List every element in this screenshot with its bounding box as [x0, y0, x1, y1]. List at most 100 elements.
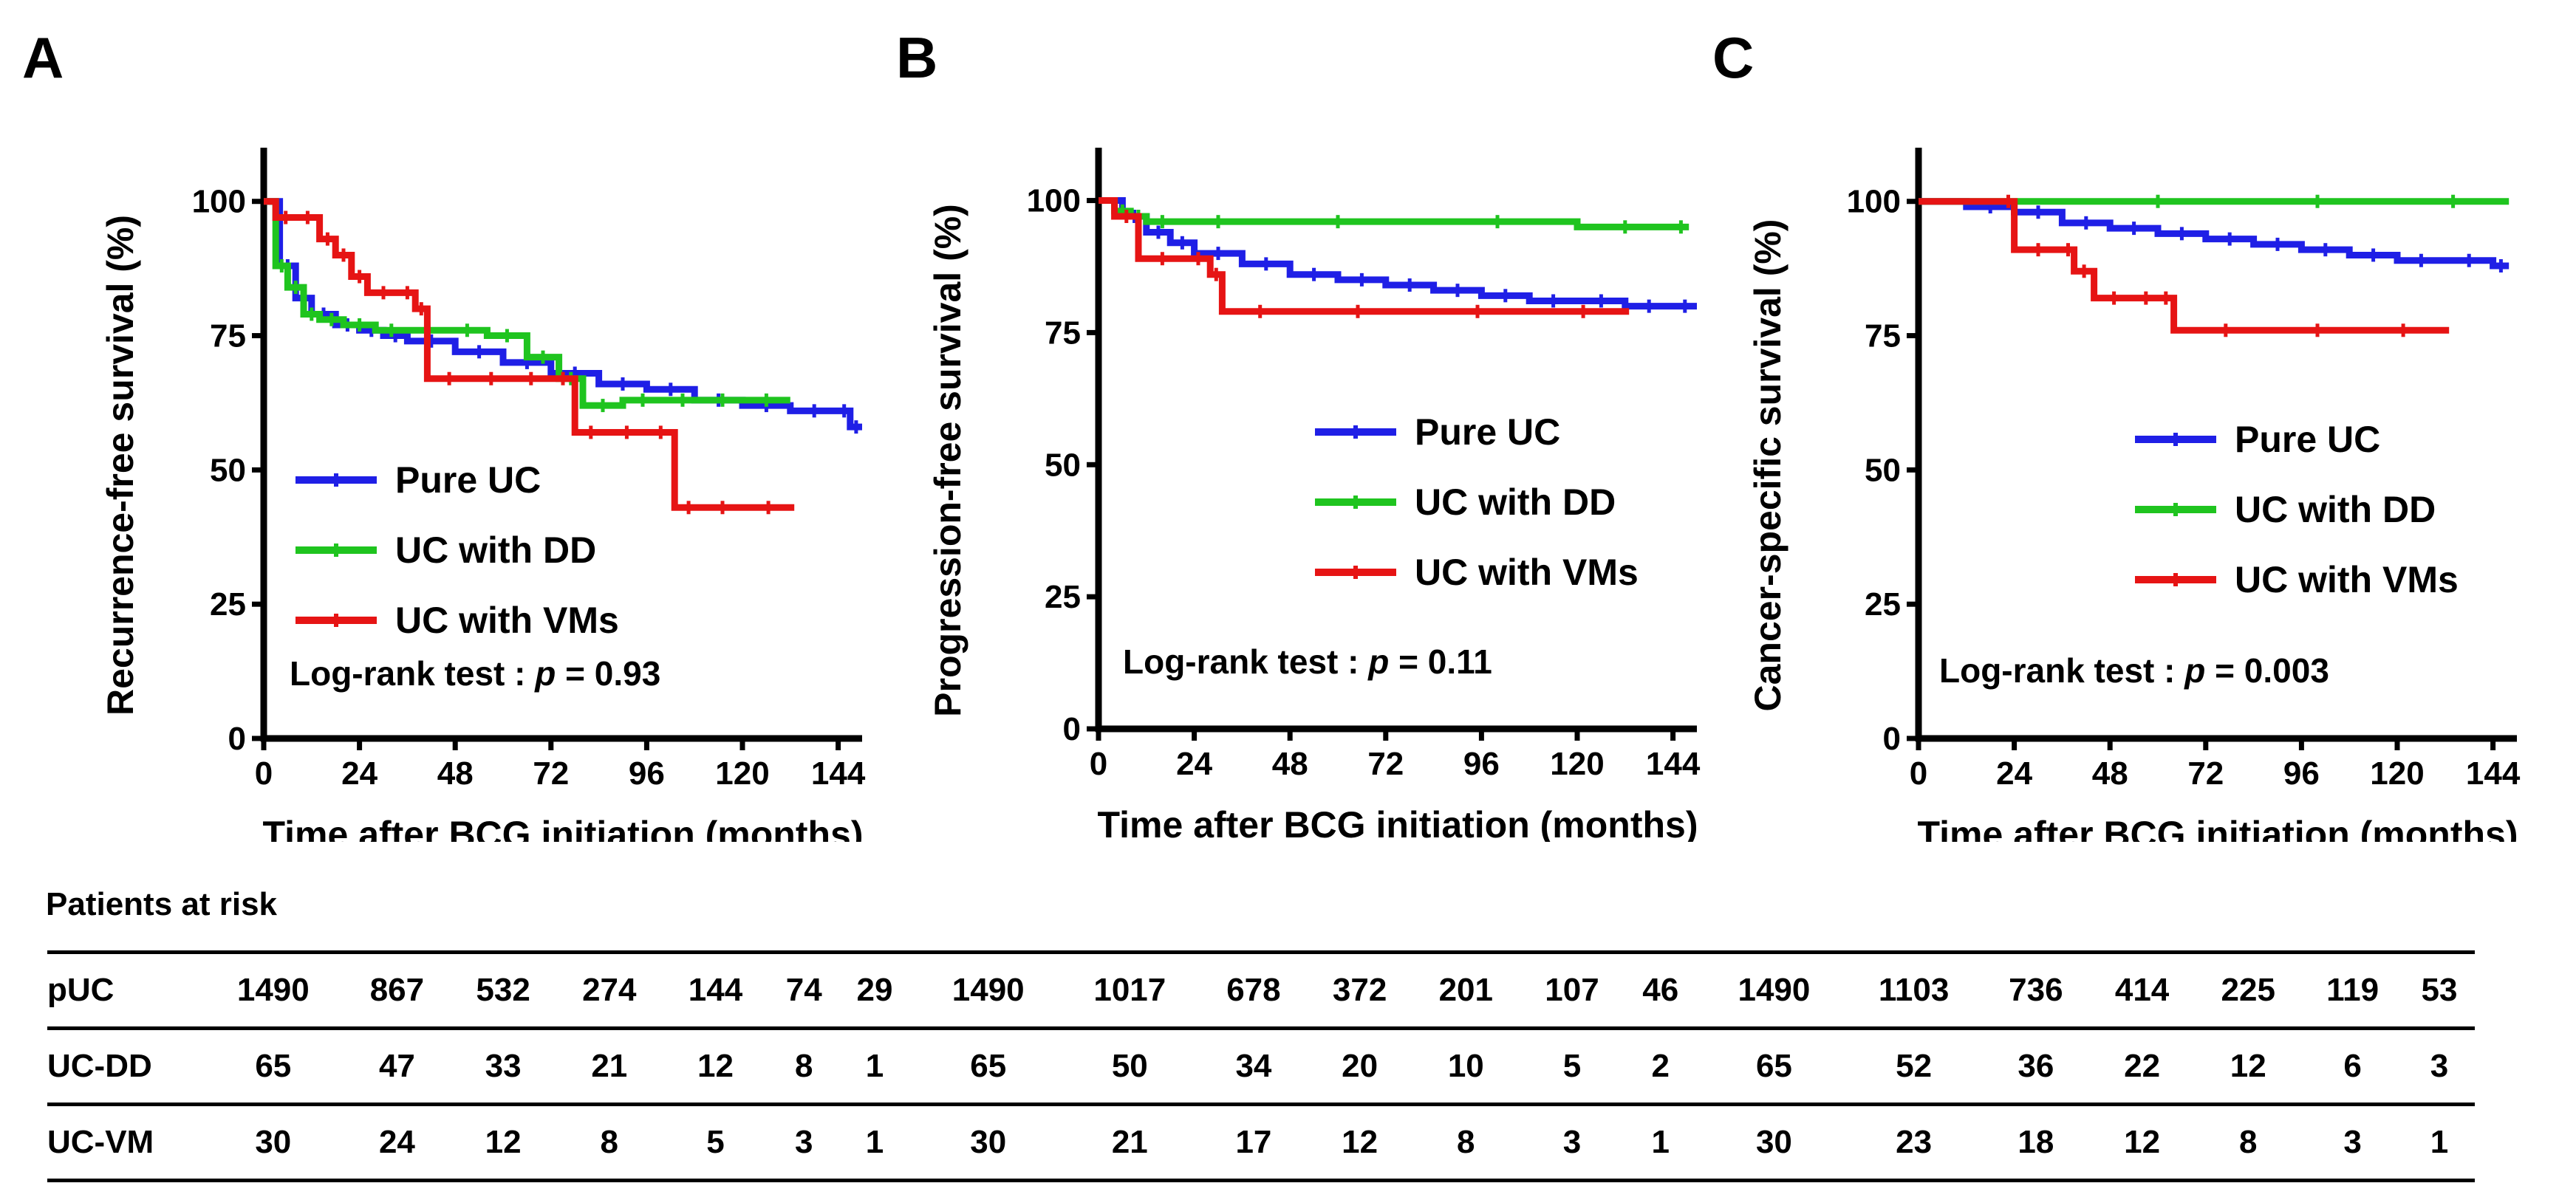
risk-cell-c: 3 [2430, 1048, 2449, 1084]
x-tick-label: 96 [629, 755, 665, 792]
risk-table-title: Patients at risk [46, 886, 278, 922]
legend-label: UC with DD [2235, 489, 2436, 530]
risk-gap [910, 1105, 918, 1181]
panel-label: C [1712, 25, 1754, 90]
risk-cell-c: 8 [2239, 1124, 2258, 1160]
x-tick-label: 120 [2370, 755, 2424, 792]
risk-cell-c: 18 [2018, 1124, 2054, 1160]
censor-marks-pure-uc [1132, 210, 1687, 313]
p-value: = 0.003 [2205, 651, 2329, 690]
x-tick-label: 24 [1176, 746, 1212, 782]
x-tick-label: 120 [1550, 746, 1604, 782]
risk-cell-a: 3 [794, 1124, 813, 1160]
risk-cell-a: 5 [706, 1124, 725, 1160]
risk-cell-b: 12 [1342, 1124, 1378, 1160]
risk-cell-a: 1 [865, 1048, 884, 1084]
risk-cell-a: 47 [378, 1048, 415, 1084]
risk-cell-c: 414 [2114, 972, 2170, 1008]
x-tick-label: 96 [2283, 755, 2320, 792]
risk-cell-c: 22 [2124, 1048, 2161, 1084]
risk-cell-a: 8 [600, 1124, 619, 1160]
y-tick-label: 25 [1045, 579, 1081, 615]
p-symbol: p [2183, 651, 2205, 690]
x-tick-label: 144 [2466, 755, 2521, 792]
risk-cell-b: 50 [1111, 1048, 1148, 1084]
risk-cell-c: 65 [1755, 1048, 1792, 1084]
y-tick-label: 75 [1865, 318, 1901, 354]
risk-gap [1696, 1029, 1704, 1105]
risk-cell-b: 30 [970, 1124, 1007, 1160]
risk-cell-a: 65 [255, 1048, 292, 1084]
risk-cell-a: 21 [591, 1048, 628, 1084]
y-tick-label: 25 [210, 586, 246, 623]
y-axis-label: Recurrence-free survival (%) [100, 215, 141, 716]
series-line-uc-with-vms [1099, 197, 1630, 315]
x-tick-label: 72 [1367, 746, 1404, 782]
annotation-text: Log-rank test : [1939, 651, 2184, 690]
risk-cell-a: 1490 [236, 972, 310, 1008]
panel-label: B [896, 25, 937, 90]
x-tick-label: 48 [2092, 755, 2128, 792]
risk-cell-b: 46 [1642, 972, 1679, 1008]
p-value: = 0.93 [556, 654, 660, 693]
legend-label: UC with DD [395, 529, 596, 571]
x-tick-label: 120 [715, 755, 769, 792]
legend-label: UC with VMs [1415, 552, 1639, 593]
risk-cell-c: 1490 [1738, 972, 1811, 1008]
series-line-pure-uc [1099, 197, 1697, 310]
log-rank-annotation: Log-rank test : p = 0.003 [1939, 651, 2329, 690]
risk-cell-b: 65 [970, 1048, 1007, 1084]
y-tick-label: 100 [1847, 184, 1901, 220]
legend-label: Pure UC [395, 459, 541, 501]
series-line-uc-with-vms [1919, 198, 2450, 334]
chart-panel-b: B 0 25 50 75 100 0 24 48 72 96 120 144 Time after BCG… [896, 25, 1701, 842]
risk-cell-c: 53 [2421, 972, 2458, 1008]
chart-panel-a: A 0 25 50 75 100 0 24 48 72 96 120 144 Time after BCG… [22, 25, 866, 842]
risk-cell-b: 10 [1447, 1048, 1484, 1084]
x-tick-label: 48 [1272, 746, 1308, 782]
censor-marks-uc-with-vms [284, 210, 771, 515]
y-tick-label: 100 [1027, 183, 1081, 219]
legend-label: UC with VMs [395, 600, 619, 641]
risk-cell-b: 20 [1342, 1048, 1378, 1084]
x-axis-label: Time after BCG initiation (months) [1098, 804, 1698, 842]
risk-cell-c: 1103 [1878, 972, 1950, 1008]
x-tick-label: 72 [2187, 755, 2224, 792]
risk-cell-a: 8 [794, 1048, 813, 1084]
risk-cell-a: 12 [485, 1124, 522, 1160]
y-axis-label: Cancer-specific survival (%) [1747, 219, 1788, 712]
x-tick-label: 0 [1910, 755, 1927, 792]
risk-row-puc: pUC 1490 867 532 274 144 74 29 1490 1017 678 372 201… [47, 952, 2475, 1029]
panel-label: A [22, 25, 64, 90]
x-tick-label: 48 [437, 755, 474, 792]
risk-cell-a: 33 [485, 1048, 522, 1084]
p-value: = 0.11 [1389, 642, 1492, 681]
risk-cell-a: 1 [865, 1124, 884, 1160]
risk-cell-b: 201 [1438, 972, 1493, 1008]
legend-label: Pure UC [1415, 411, 1560, 453]
risk-cell-a: 12 [697, 1048, 734, 1084]
x-tick-label: 96 [1463, 746, 1500, 782]
risk-cell-a: 30 [255, 1124, 292, 1160]
risk-cell-b: 5 [1562, 1048, 1582, 1084]
risk-cell-c: 30 [1755, 1124, 1792, 1160]
y-tick-label: 100 [192, 184, 246, 220]
risk-cell-b: 1017 [1093, 972, 1166, 1008]
series-line-uc-with-dd [264, 198, 790, 409]
censor-marks-uc-with-vms [1124, 210, 1585, 318]
annotation-text: Log-rank test : [1123, 642, 1368, 681]
y-tick-label: 75 [210, 318, 246, 354]
y-tick-label: 25 [1865, 586, 1901, 623]
legend-label: UC with VMs [2235, 559, 2459, 600]
censor-marks-uc-with-vms [2006, 194, 2405, 337]
y-tick-label: 50 [1045, 447, 1081, 483]
risk-cell-a: 144 [688, 972, 743, 1008]
risk-row-uc-vm: UC-VM 30 24 12 8 5 3 1 30 21 17 12 8 3 1 30 23 18 12 8 3 1 [47, 1105, 2475, 1181]
y-tick-label: 0 [1883, 721, 1901, 757]
risk-cell-c: 119 [2326, 972, 2379, 1008]
risk-cell-b: 3 [1562, 1124, 1582, 1160]
risk-cell-c: 36 [2018, 1048, 2054, 1084]
x-tick-label: 0 [1090, 746, 1107, 782]
risk-cell-c: 3 [2343, 1124, 2362, 1160]
risk-cell-a: 867 [369, 972, 425, 1008]
